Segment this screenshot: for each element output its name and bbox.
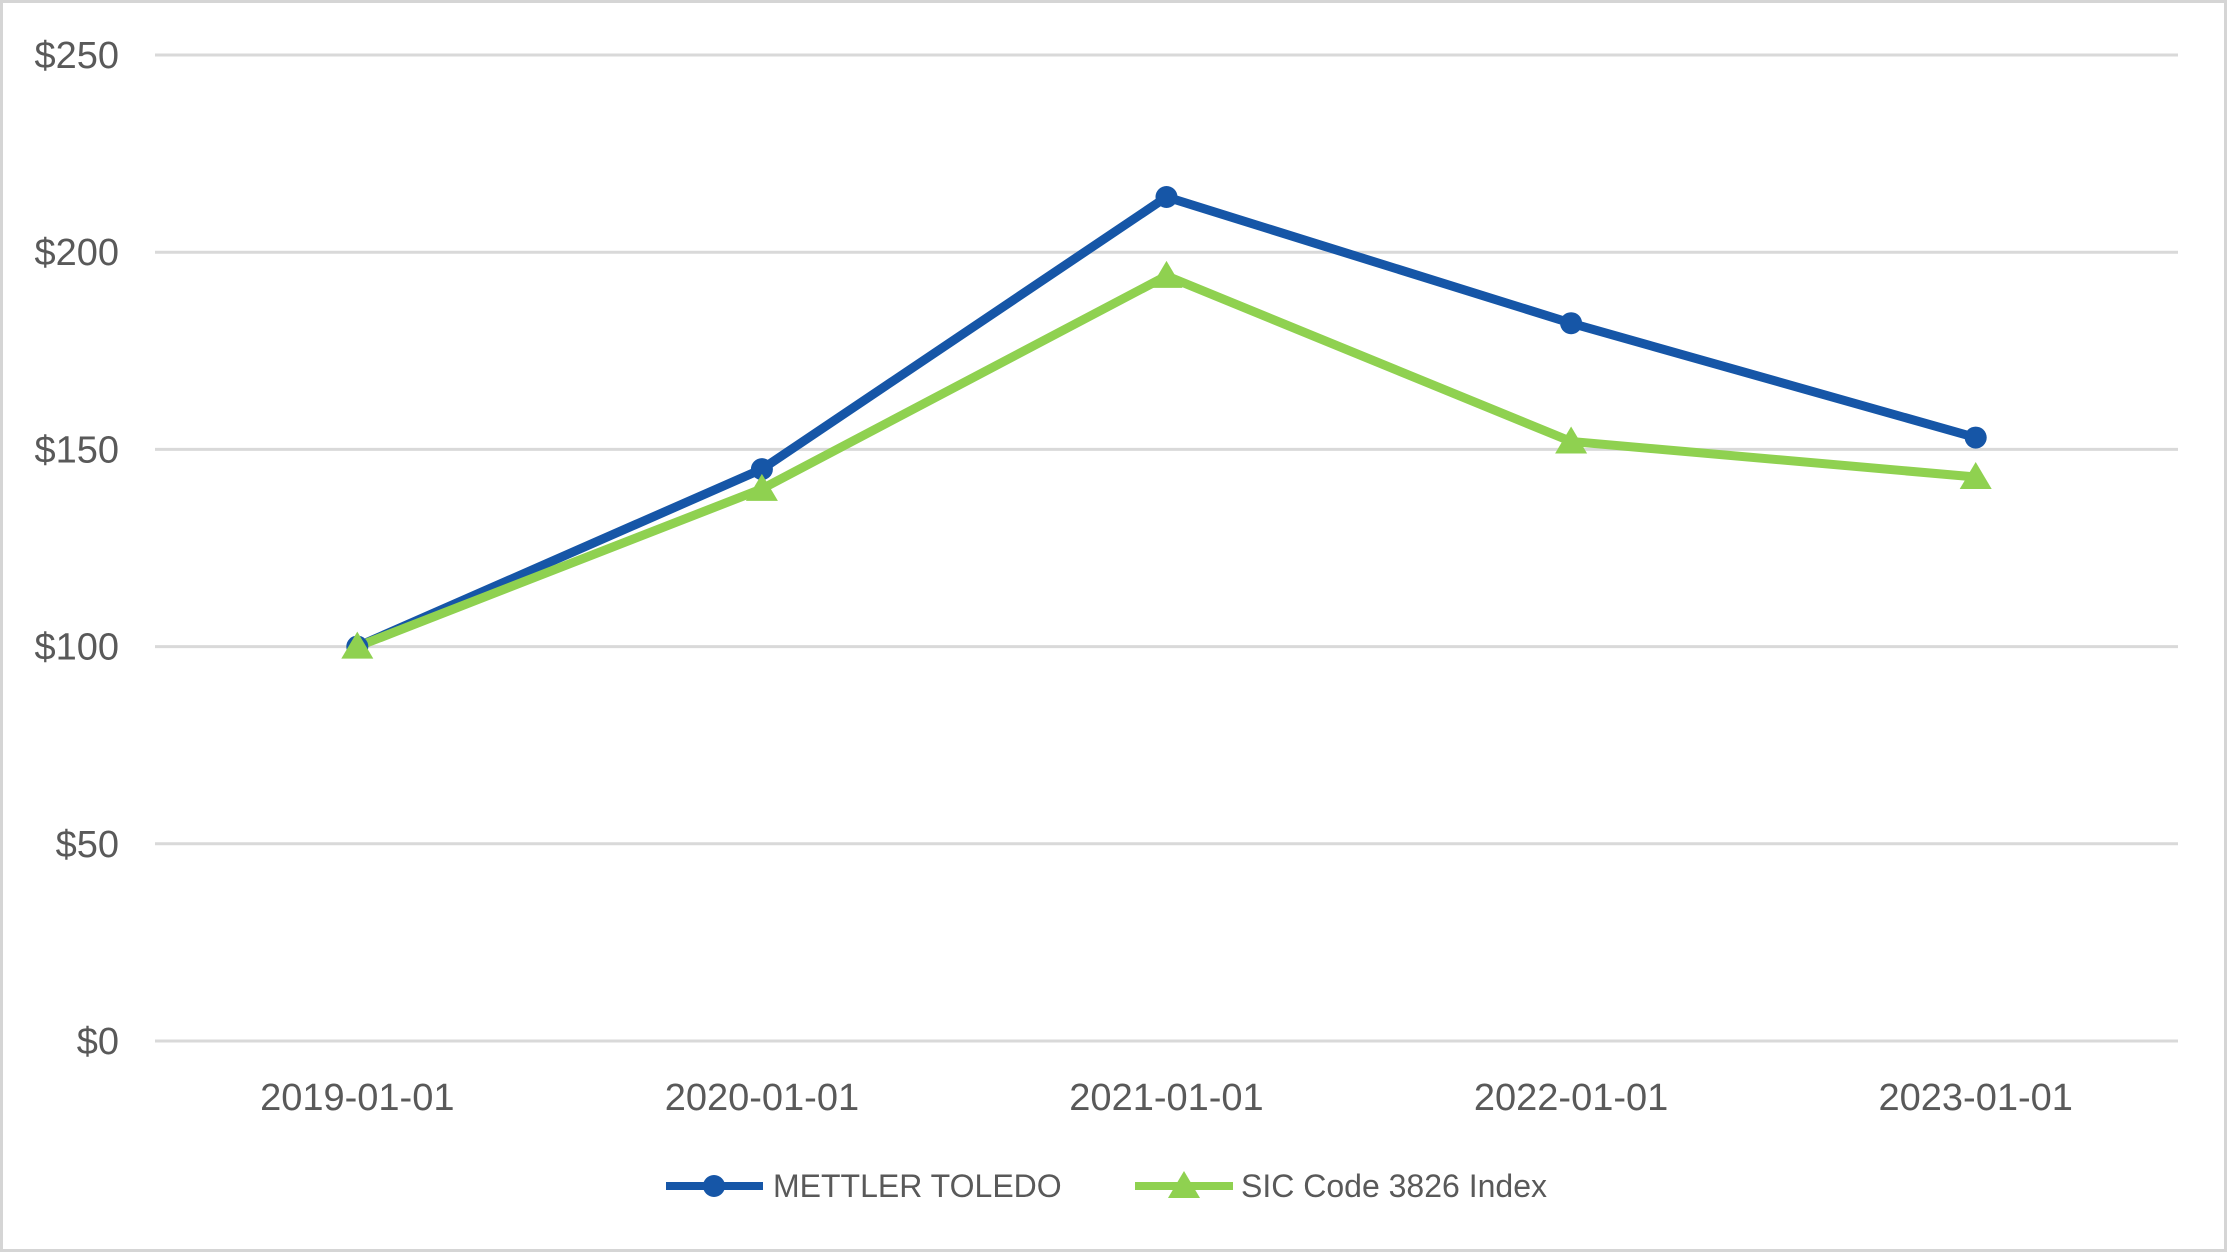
series-sic-code-3826-index-line (355, 270, 1977, 651)
series-sic-code-3826-index-markers (341, 260, 1992, 659)
y-axis-tick-label: $50 (56, 824, 119, 866)
series-sic-code-3826-index-triangle-marker-icon (1959, 462, 1992, 490)
series-mettler-toledo-circle-marker-icon (1155, 185, 1178, 208)
series-sic-code-3826-index (355, 270, 1977, 651)
y-axis-tick-label: $100 (34, 627, 119, 669)
series-sic-code-3826-index-triangle-marker-icon (745, 473, 778, 501)
series-mettler-toledo-markers (346, 185, 1987, 658)
legend-item-sic-code-3826-index-label: SIC Code 3826 Index (1241, 1168, 1547, 1204)
legend-item-mettler-toledo-circle-marker-icon (703, 1175, 725, 1197)
y-axis-tick-label: $0 (77, 1021, 119, 1063)
y-axis-tick-labels: $0 $50 $100 $150 $200 $250 (34, 35, 119, 1063)
x-axis-tick-label: 2022-01-01 (1474, 1077, 1668, 1119)
gridlines (155, 53, 2178, 1043)
y-axis-tick-label: $250 (34, 35, 119, 77)
legend-item-sic-code-3826-index-triangle-marker-icon (1168, 1171, 1200, 1198)
series-mettler-toledo-circle-marker-icon (750, 458, 773, 481)
legend: METTLER TOLEDO SIC Code 3826 Index (666, 1168, 1547, 1204)
chart-canvas: $0 $50 $100 $150 $200 $250 2019-01-01 2020-01-0… (34, 35, 2178, 1204)
series-sic-code-3826-index-triangle-marker-icon (1555, 426, 1588, 454)
x-axis-tick-label: 2021-01-01 (1069, 1077, 1263, 1119)
x-axis-tick-label: 2020-01-01 (665, 1077, 859, 1119)
legend-item-mettler-toledo-label: METTLER TOLEDO (773, 1168, 1062, 1204)
y-axis-tick-label: $150 (34, 429, 119, 471)
x-axis-tick-label: 2019-01-01 (260, 1077, 454, 1119)
x-axis-tick-label: 2023-01-01 (1879, 1077, 2073, 1119)
x-axis-tick-labels: 2019-01-01 2020-01-01 2021-01-01 2022-01-01… (260, 1077, 2073, 1119)
legend-item-mettler-toledo: METTLER TOLEDO (666, 1168, 1062, 1204)
legend-item-sic-code-3826-index: SIC Code 3826 Index (1135, 1168, 1547, 1204)
series-sic-code-3826-index-triangle-marker-icon (341, 631, 374, 659)
y-axis-tick-label: $200 (34, 232, 119, 274)
series-sic-code-3826-index-triangle-marker-icon (1150, 260, 1183, 288)
series-mettler-toledo-circle-marker-icon (1560, 312, 1583, 335)
series-mettler-toledo-circle-marker-icon (1964, 426, 1987, 449)
